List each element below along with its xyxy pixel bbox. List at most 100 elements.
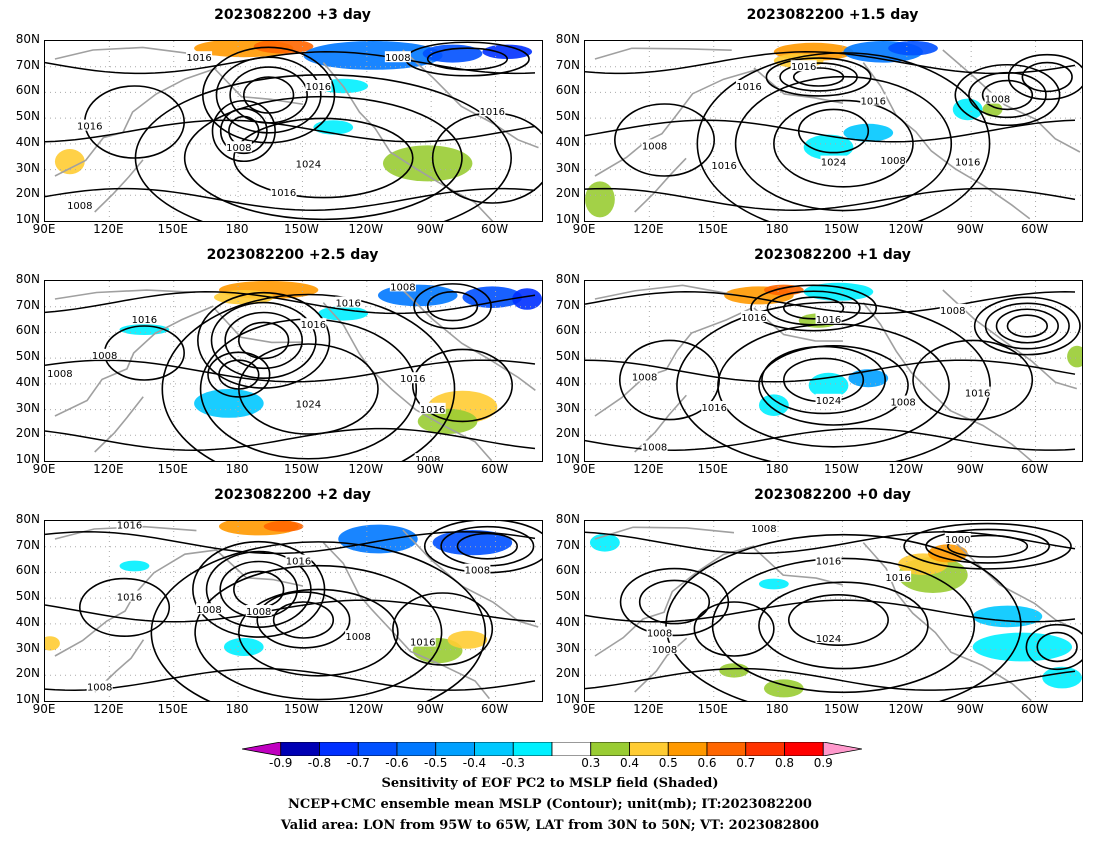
lat-tick-label: 30N bbox=[15, 400, 40, 415]
sensitivity-shading bbox=[432, 530, 513, 556]
coastline bbox=[862, 302, 1033, 461]
lat-tick-label: 50N bbox=[555, 589, 580, 604]
panel-title: 2023082200 +2.5 day bbox=[206, 247, 379, 263]
panel-title: 2023082200 +1 day bbox=[754, 247, 911, 263]
contour-label: 1024 bbox=[296, 399, 321, 410]
lat-tick-label: 30N bbox=[15, 640, 40, 655]
isobar-contour bbox=[242, 76, 295, 114]
isobar-contour bbox=[585, 51, 1076, 75]
colorbar-tick-label: 0.9 bbox=[813, 756, 833, 770]
isobar-contour bbox=[456, 532, 518, 560]
contour-label-bg bbox=[736, 80, 763, 91]
contour-label-bg bbox=[66, 198, 93, 210]
contour-label-bg bbox=[285, 554, 312, 566]
sensitivity-shading bbox=[45, 636, 60, 651]
contour-label-bg bbox=[245, 605, 272, 616]
lon-tick-label: 90E bbox=[572, 462, 596, 476]
sensitivity-shading bbox=[1067, 345, 1082, 368]
isobar-contour bbox=[1021, 61, 1073, 93]
contour-label: 1016 bbox=[816, 557, 841, 568]
contour-label: 1008 bbox=[751, 524, 776, 535]
contour-label: 1008 bbox=[67, 201, 92, 212]
map-panel: 1016 1016 1016 1008 1008 1008 1008 1016 1008 bbox=[44, 520, 543, 702]
coastline bbox=[594, 545, 755, 657]
contour-label: 1016 bbox=[271, 188, 296, 199]
isobar-contour bbox=[219, 560, 299, 619]
contour-label: 1008 bbox=[465, 566, 490, 577]
isobar-contour bbox=[585, 599, 1076, 623]
contour-label-bg bbox=[631, 370, 658, 382]
contour-label: 1016 bbox=[965, 389, 990, 400]
coastline bbox=[213, 67, 304, 106]
panel-title: 2023082200 +1.5 day bbox=[746, 7, 919, 23]
lat-tick-label: 40N bbox=[555, 614, 580, 629]
contour-label-bg bbox=[384, 51, 411, 63]
lon-tick-label: 180 bbox=[225, 702, 249, 716]
lat-tick-label: 20N bbox=[555, 426, 580, 441]
sensitivity-shading bbox=[482, 44, 533, 59]
isobar-contour bbox=[201, 46, 336, 144]
contour-label-bg bbox=[815, 393, 842, 405]
lon-tick-label: 120E bbox=[633, 702, 664, 716]
colorbar-segment bbox=[280, 742, 320, 756]
lat-tick-label: 40N bbox=[555, 374, 580, 389]
isobar-contour bbox=[392, 592, 494, 666]
colorbar-tick-label: 0.4 bbox=[619, 756, 640, 770]
isobar-contour bbox=[183, 95, 463, 221]
isobar-contour bbox=[773, 99, 914, 188]
contour-label: 1024 bbox=[816, 634, 841, 645]
isobar-contour bbox=[618, 339, 720, 421]
coastline bbox=[402, 289, 536, 391]
coastline bbox=[594, 526, 735, 540]
lon-tick-label: 120W bbox=[888, 222, 924, 236]
isobar-contour bbox=[981, 79, 1034, 111]
lat-tick-label: 10N bbox=[15, 212, 40, 226]
contour-label-bg bbox=[939, 303, 966, 315]
lat-tick-label: 40N bbox=[15, 614, 40, 629]
isobar-contour bbox=[696, 52, 991, 221]
colorbar-segment bbox=[357, 742, 398, 756]
contour-label-bg bbox=[890, 395, 917, 407]
lon-tick-label: 150W bbox=[824, 462, 859, 476]
lat-tick-label: 20N bbox=[15, 186, 40, 201]
lon-tick-label: 90E bbox=[32, 222, 56, 236]
isobar-contour bbox=[585, 667, 1076, 691]
isobar-contour bbox=[45, 427, 536, 451]
contour-label-bg bbox=[815, 554, 842, 566]
contour-label-bg bbox=[984, 92, 1011, 104]
contour-label: 1016 bbox=[816, 315, 841, 326]
colorbar-tick-label: 0.3 bbox=[581, 756, 601, 770]
isobar-contour bbox=[585, 187, 1076, 211]
isobar-contour bbox=[1007, 53, 1082, 101]
map-canvas: 1008 1016 1016 1016 1008 1008 1024 1016 1016 1008 bbox=[45, 281, 542, 461]
lon-tick-label: 60W bbox=[1020, 222, 1049, 236]
contour-label: 1008 bbox=[196, 605, 221, 616]
sensitivity-shading bbox=[338, 524, 418, 554]
lon-tick-label: 90E bbox=[572, 702, 596, 716]
colorbar-tick-label: -0.6 bbox=[385, 756, 409, 770]
isobar-contour bbox=[585, 359, 1076, 383]
contour-label-bg bbox=[295, 157, 322, 169]
colorbar-segment bbox=[667, 742, 708, 756]
contour-label: 1008 bbox=[87, 683, 112, 694]
lon-tick-label: 150W bbox=[284, 222, 319, 236]
coastline bbox=[753, 307, 843, 342]
map-panel: 1008 1016 1016 1016 1008 1008 1024 1016 1016 1008 bbox=[44, 280, 543, 462]
lon-tick-label: 150W bbox=[824, 702, 859, 716]
contour-label: 1016 bbox=[117, 521, 142, 532]
isobar-contour bbox=[693, 601, 775, 657]
contour-label-bg bbox=[131, 312, 158, 324]
isobar-contour bbox=[272, 601, 335, 639]
colorbar-tick-label: -0.7 bbox=[346, 756, 370, 770]
sensitivity-shading bbox=[758, 578, 789, 590]
coastline bbox=[594, 47, 732, 60]
lon-tick-label: 150E bbox=[697, 462, 728, 476]
lat-tick-label: 60N bbox=[15, 83, 40, 98]
isobar-contour bbox=[758, 345, 909, 426]
colorbar bbox=[242, 742, 862, 756]
contour-label: 1008 bbox=[415, 455, 440, 461]
colorbar-segment bbox=[435, 742, 475, 756]
sensitivity-shading bbox=[422, 44, 483, 63]
isobar-contour bbox=[995, 308, 1059, 344]
isobar-contour bbox=[1036, 631, 1078, 663]
